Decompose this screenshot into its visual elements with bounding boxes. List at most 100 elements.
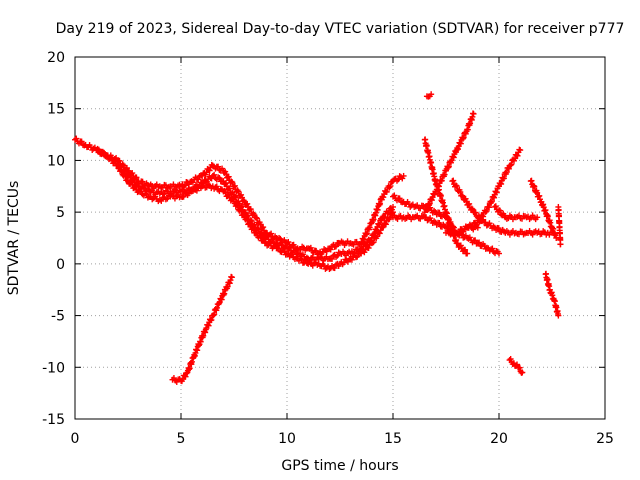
data-point bbox=[514, 361, 521, 368]
data-point bbox=[377, 227, 384, 234]
data-point bbox=[450, 177, 457, 184]
data-point bbox=[253, 215, 260, 222]
data-point bbox=[205, 322, 212, 329]
x-axis-title: GPS time / hours bbox=[281, 458, 398, 474]
data-point bbox=[348, 256, 355, 263]
data-point bbox=[180, 193, 187, 200]
data-point bbox=[396, 195, 403, 202]
data-point bbox=[327, 246, 334, 253]
data-point bbox=[185, 190, 192, 197]
data-point bbox=[503, 169, 510, 176]
data-point bbox=[455, 146, 462, 153]
data-point bbox=[462, 246, 469, 253]
y-tick-label: 20 bbox=[47, 50, 65, 66]
data-point bbox=[229, 179, 236, 186]
data-point bbox=[290, 241, 297, 248]
data-point bbox=[129, 170, 136, 177]
data-point bbox=[276, 245, 283, 252]
axis-ticks: 0 5 10 15 20 25 -15 -10 -5 0 5 10 15 20 bbox=[42, 50, 614, 447]
data-point bbox=[211, 311, 218, 318]
data-point bbox=[469, 110, 476, 117]
data-point bbox=[457, 140, 464, 147]
data-point bbox=[228, 273, 235, 280]
data-point bbox=[476, 239, 483, 246]
x-tick-label: 25 bbox=[596, 431, 614, 447]
data-point bbox=[272, 233, 279, 240]
data-point bbox=[206, 167, 213, 174]
y-tick-label: 0 bbox=[56, 257, 65, 273]
data-point bbox=[158, 197, 165, 204]
data-point bbox=[515, 149, 522, 156]
data-point bbox=[143, 191, 150, 198]
data-point bbox=[534, 189, 541, 196]
data-point bbox=[253, 214, 260, 221]
data-point bbox=[382, 221, 389, 228]
data-point bbox=[202, 326, 209, 333]
x-tick-label: 20 bbox=[490, 431, 508, 447]
data-point bbox=[126, 168, 133, 175]
data-point bbox=[462, 195, 469, 202]
data-point bbox=[536, 192, 543, 199]
data-point bbox=[208, 316, 215, 323]
data-point bbox=[501, 212, 508, 219]
data-point bbox=[314, 261, 321, 268]
data-point bbox=[457, 189, 464, 196]
data-point bbox=[436, 209, 443, 216]
y-axis-title: SDTVAR / TECUs bbox=[6, 181, 22, 296]
data-point bbox=[431, 218, 438, 225]
data-point bbox=[431, 191, 438, 198]
data-point bbox=[313, 247, 320, 254]
data-point bbox=[361, 249, 368, 256]
data-point bbox=[491, 194, 498, 201]
data-point bbox=[235, 188, 242, 195]
data-point bbox=[466, 200, 473, 207]
data-point bbox=[516, 364, 523, 371]
data-point bbox=[116, 157, 123, 164]
data-point bbox=[426, 93, 433, 100]
data-point bbox=[122, 173, 129, 180]
data-point bbox=[457, 242, 464, 249]
data-point bbox=[484, 244, 491, 251]
data-point bbox=[213, 183, 220, 190]
data-point bbox=[216, 174, 223, 181]
data-point bbox=[432, 176, 439, 183]
data-point bbox=[226, 185, 233, 192]
data-point bbox=[329, 255, 336, 262]
data-point bbox=[225, 173, 232, 180]
data-point bbox=[460, 134, 467, 141]
data-point bbox=[132, 183, 139, 190]
data-point bbox=[531, 183, 538, 190]
y-tick-label: -15 bbox=[42, 412, 65, 428]
data-point bbox=[257, 233, 264, 240]
data-point bbox=[423, 206, 430, 213]
data-point bbox=[219, 165, 226, 172]
data-point bbox=[193, 187, 200, 194]
data-point bbox=[488, 198, 495, 205]
data-point bbox=[289, 251, 296, 258]
data-point bbox=[381, 214, 388, 221]
data-point bbox=[399, 175, 406, 182]
data-point bbox=[370, 239, 377, 246]
data-point bbox=[365, 245, 372, 252]
data-point bbox=[238, 191, 245, 198]
data-point bbox=[445, 163, 452, 170]
data-point bbox=[469, 206, 476, 213]
data-point bbox=[459, 192, 466, 199]
data-point bbox=[249, 225, 256, 232]
data-point bbox=[215, 163, 222, 170]
data-point bbox=[334, 252, 341, 259]
data-point bbox=[463, 250, 470, 257]
data-point bbox=[227, 277, 234, 284]
data-point bbox=[380, 194, 387, 201]
y-tick-label: 10 bbox=[47, 153, 65, 169]
data-point bbox=[117, 166, 124, 173]
data-point bbox=[240, 211, 247, 218]
data-point bbox=[224, 283, 231, 290]
data-point bbox=[555, 207, 562, 214]
data-point bbox=[231, 182, 238, 189]
data-point bbox=[383, 188, 390, 195]
data-point bbox=[536, 196, 543, 203]
data-point bbox=[445, 164, 452, 171]
data-point bbox=[331, 265, 338, 272]
